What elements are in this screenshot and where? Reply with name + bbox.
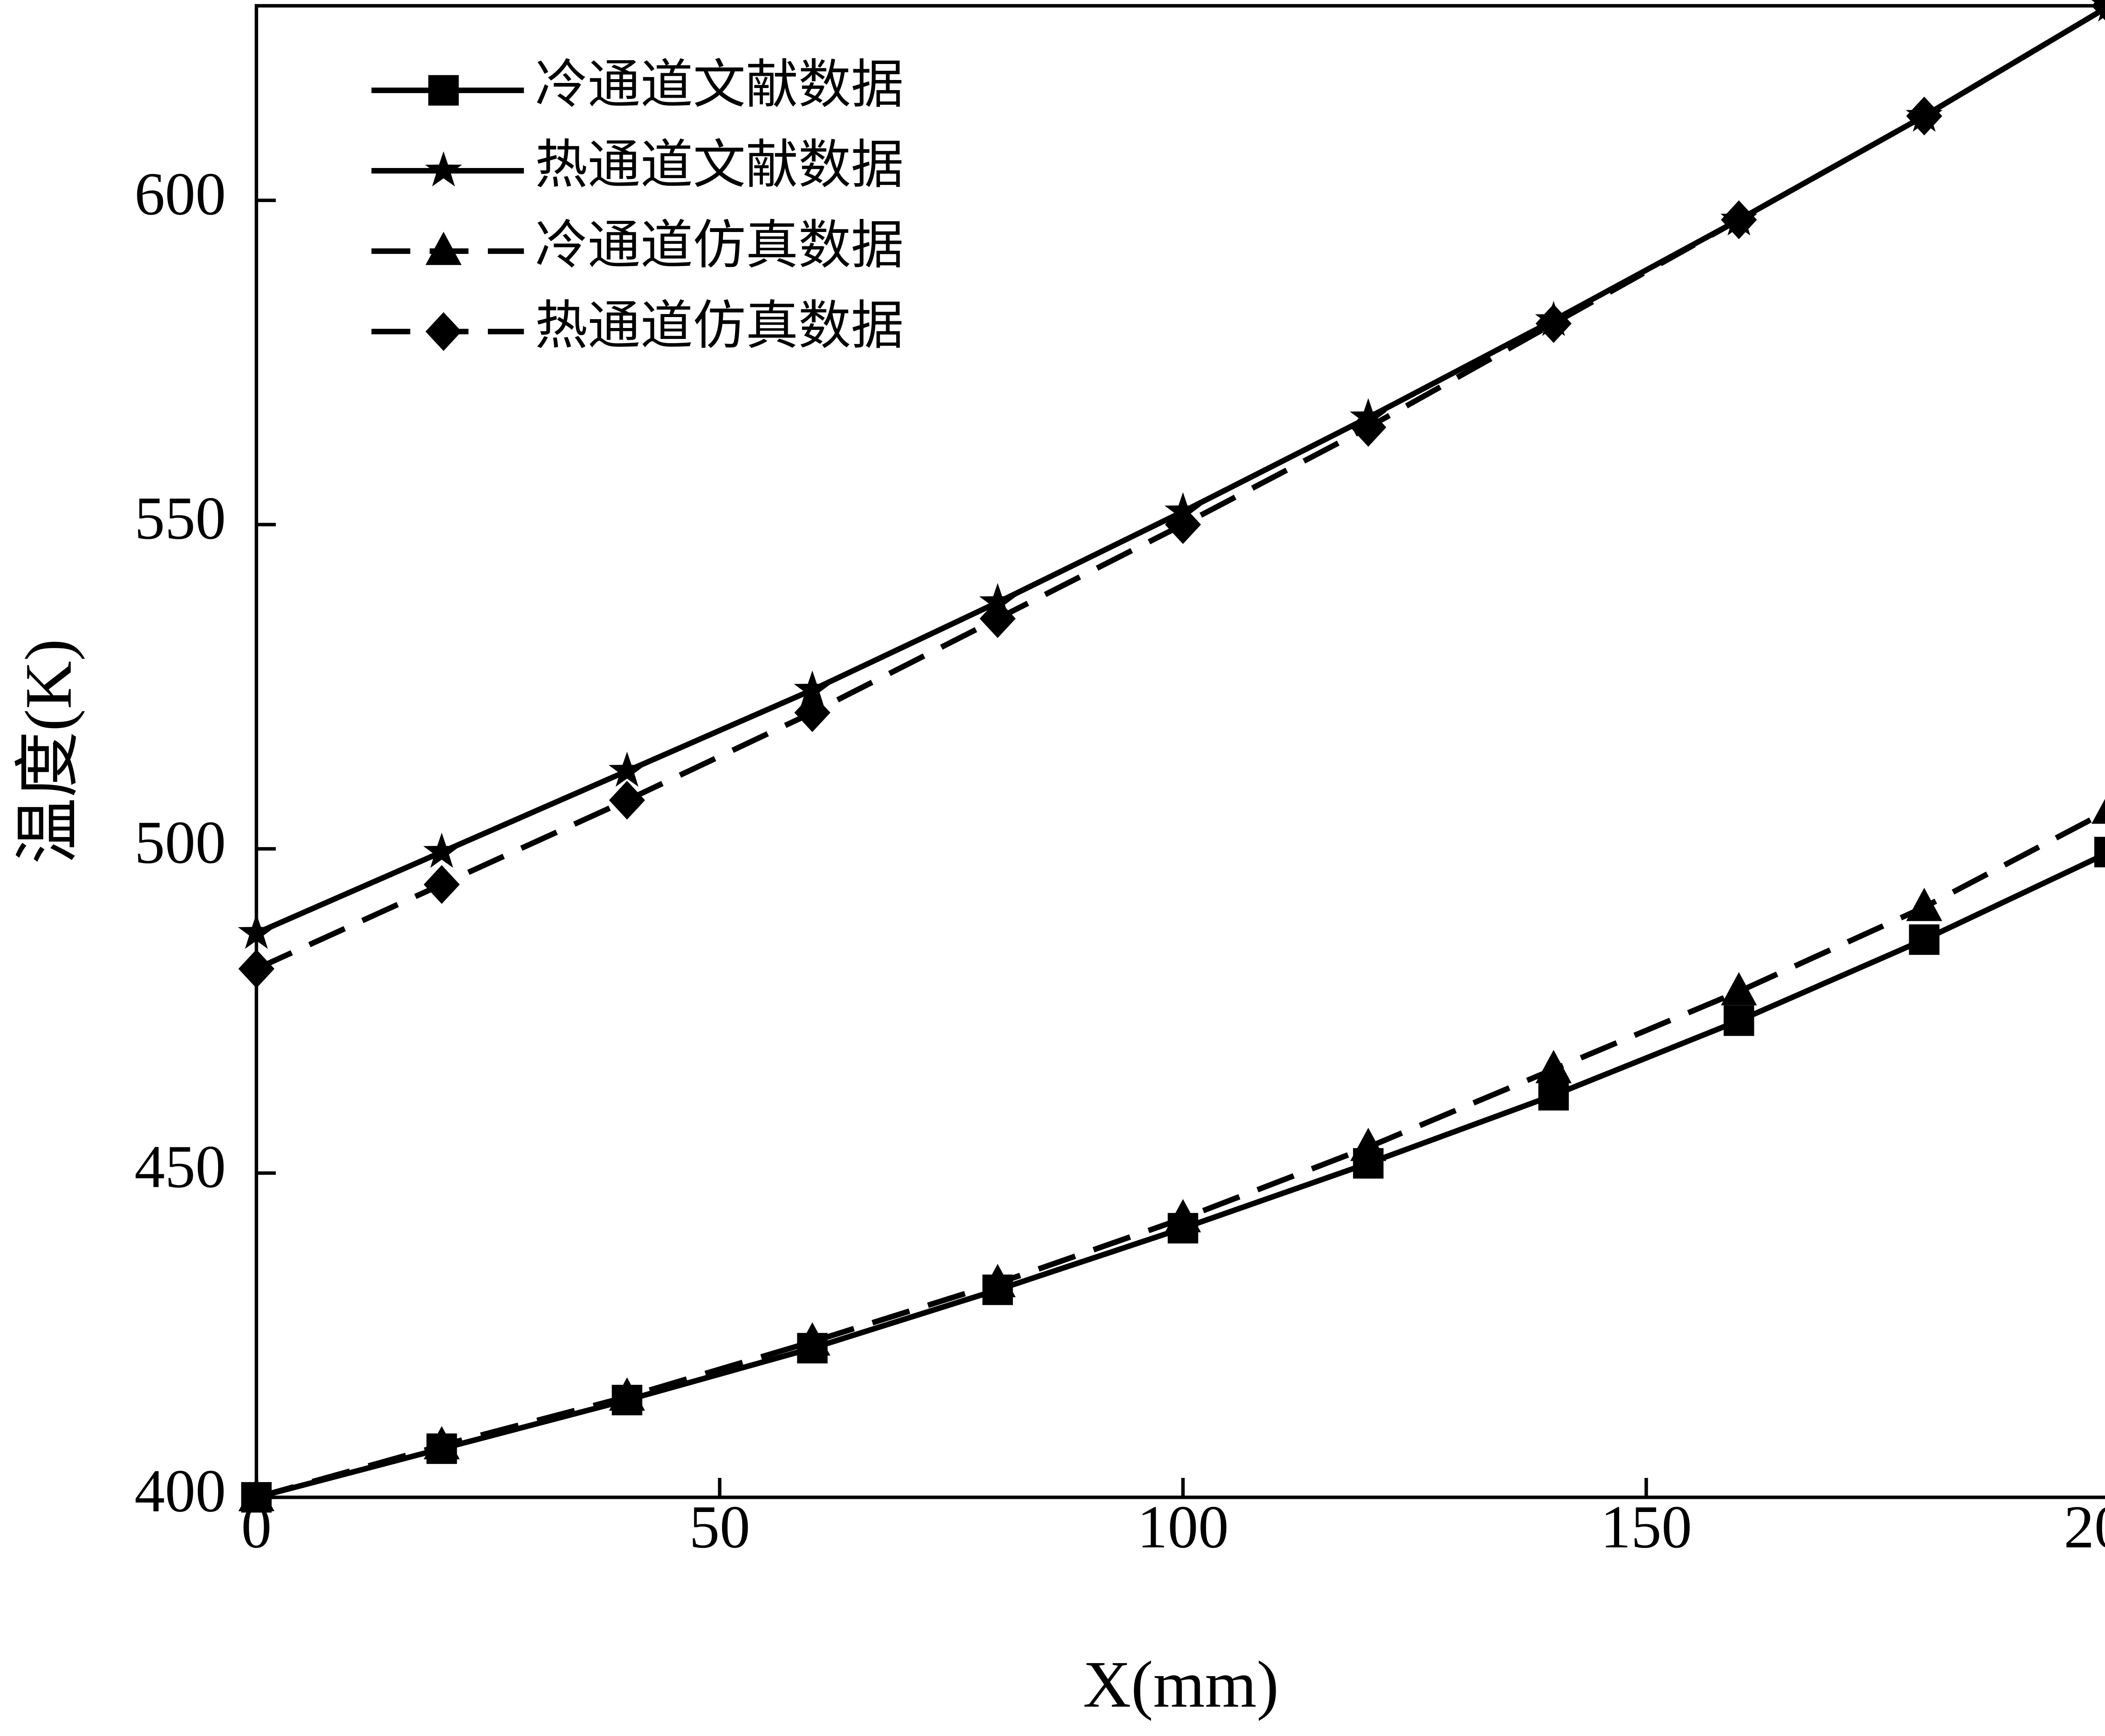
marker xyxy=(2094,837,2105,867)
marker xyxy=(1535,1050,1572,1083)
marker xyxy=(1165,1199,1201,1232)
marker xyxy=(238,949,274,989)
x-tick-label: 200 xyxy=(2064,1493,2105,1561)
marker xyxy=(424,1426,460,1459)
x-axis-label: X(mm) xyxy=(1083,1648,1279,1721)
legend-label: 冷通道文献数据 xyxy=(535,56,904,114)
marker xyxy=(238,914,275,949)
y-tick-label: 500 xyxy=(134,809,226,876)
marker xyxy=(609,1377,645,1411)
marker xyxy=(1721,972,1757,1005)
marker xyxy=(1350,408,1386,447)
x-tick-label: 50 xyxy=(689,1493,750,1561)
y-tick-label: 450 xyxy=(134,1133,226,1200)
marker xyxy=(238,1478,274,1512)
marker xyxy=(1724,1005,1754,1036)
y-axis-label: 温度(K) xyxy=(12,639,85,864)
marker xyxy=(2091,799,2105,824)
y-tick-label: 600 xyxy=(134,160,226,228)
marker xyxy=(1721,200,1757,240)
marker xyxy=(423,832,461,868)
legend-marker xyxy=(425,151,462,187)
marker xyxy=(794,670,831,706)
y-tick-label: 550 xyxy=(134,485,226,552)
y-tick-label: 400 xyxy=(134,1457,226,1525)
legend-label: 热通道文献数据 xyxy=(535,136,904,195)
legend-label: 热通道仿真数据 xyxy=(535,297,904,355)
marker xyxy=(1350,1128,1386,1161)
marker xyxy=(608,752,646,787)
marker xyxy=(1538,1080,1569,1111)
legend-marker xyxy=(428,75,459,106)
marker xyxy=(979,1264,1016,1297)
marker xyxy=(794,693,831,732)
marker xyxy=(609,781,645,820)
marker xyxy=(1906,888,1942,921)
marker xyxy=(1909,924,1940,955)
legend-label: 冷通道仿真数据 xyxy=(535,217,904,275)
x-tick-label: 100 xyxy=(1137,1493,1228,1561)
marker xyxy=(794,1322,831,1356)
legend-marker xyxy=(425,232,462,265)
marker xyxy=(2091,0,2105,21)
marker xyxy=(424,865,460,904)
marker xyxy=(1165,505,1201,544)
marker xyxy=(1535,304,1572,343)
x-tick-label: 150 xyxy=(1601,1493,1692,1561)
